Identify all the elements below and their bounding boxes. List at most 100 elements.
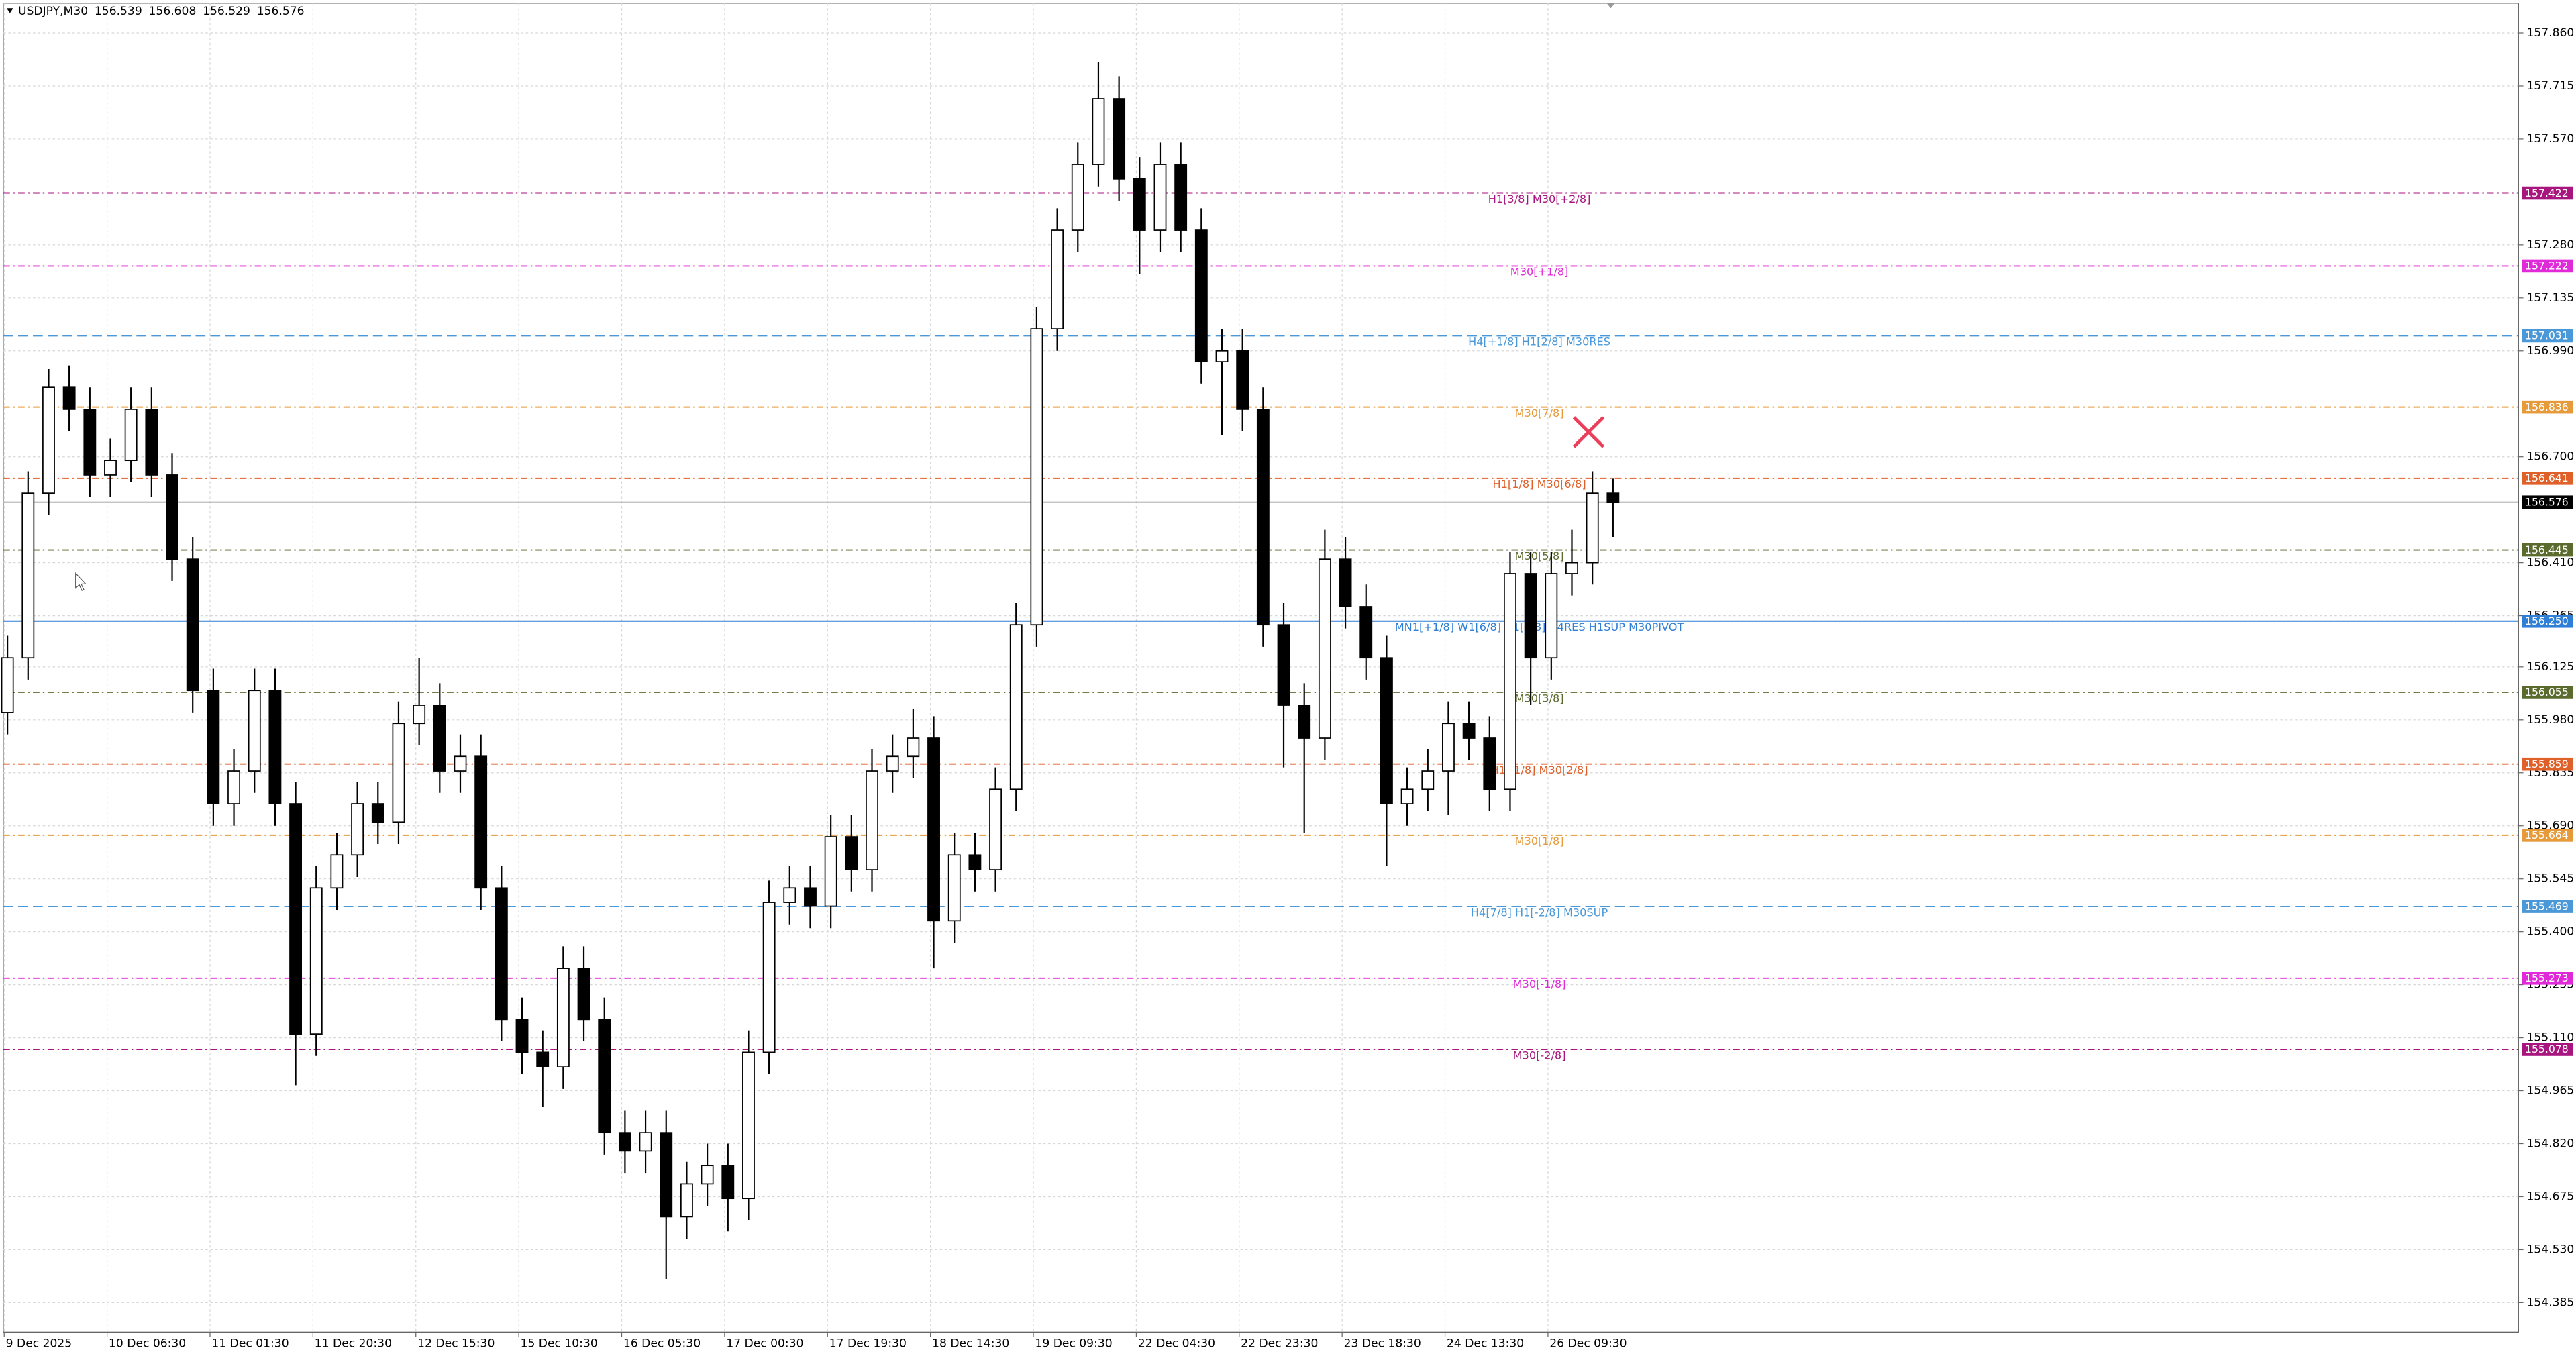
y-tick-label: 157.570 bbox=[2526, 132, 2574, 146]
plot-frame bbox=[3, 3, 2519, 1333]
x-tick-label: 18 Dec 14:30 bbox=[932, 1337, 1009, 1351]
candle-body bbox=[639, 1132, 652, 1152]
candle-body bbox=[660, 1132, 673, 1218]
y-tick-label: 155.110 bbox=[2526, 1031, 2574, 1045]
price-tag-label: 155.469 bbox=[2525, 900, 2569, 912]
price-tag bbox=[2522, 686, 2573, 699]
candle-body bbox=[1380, 657, 1393, 804]
y-tick-label: 154.965 bbox=[2526, 1084, 2574, 1098]
candle-body bbox=[309, 887, 323, 1035]
candle-body bbox=[392, 723, 405, 823]
x-tick-label: 11 Dec 20:30 bbox=[315, 1337, 392, 1351]
level-label: M30[7/8] bbox=[1515, 407, 1564, 419]
candle-body bbox=[1565, 562, 1578, 574]
candle-body bbox=[166, 474, 178, 560]
price-tag bbox=[2522, 472, 2573, 485]
y-tick-label: 156.125 bbox=[2526, 660, 2574, 674]
candle-body bbox=[742, 1051, 755, 1200]
candle-body bbox=[268, 690, 282, 804]
price-tag-label: 155.078 bbox=[2525, 1043, 2569, 1055]
y-tick-label: 157.135 bbox=[2526, 291, 2574, 305]
candle-body bbox=[618, 1132, 631, 1152]
candle-body bbox=[577, 968, 590, 1021]
quote-value: 156.576 bbox=[257, 5, 305, 18]
x-tick-label: 15 Dec 10:30 bbox=[521, 1337, 598, 1351]
candle-body bbox=[21, 492, 35, 659]
y-tick-label: 157.715 bbox=[2526, 79, 2574, 93]
y-tick-label: 155.545 bbox=[2526, 872, 2574, 886]
y-tick-label: 157.280 bbox=[2526, 238, 2574, 252]
x-tick-label: 17 Dec 19:30 bbox=[829, 1337, 907, 1351]
level-label: M30[-1/8] bbox=[1513, 978, 1566, 990]
candle-body bbox=[248, 690, 261, 772]
x-tick-label: 22 Dec 04:30 bbox=[1138, 1337, 1215, 1351]
candle-body bbox=[804, 887, 817, 907]
candle-body bbox=[515, 1019, 529, 1053]
candle-body bbox=[433, 705, 446, 772]
y-tick-label: 156.410 bbox=[2526, 556, 2574, 570]
price-tag-label: 156.055 bbox=[2525, 686, 2569, 698]
symbol-menu[interactable] bbox=[6, 8, 13, 13]
price-tag bbox=[2522, 543, 2573, 557]
price-tag-label: 155.273 bbox=[2525, 972, 2569, 984]
price-tag-label: 157.222 bbox=[2525, 260, 2569, 272]
y-tick-label: 157.860 bbox=[2526, 26, 2574, 40]
y-tick-label: 154.530 bbox=[2526, 1243, 2574, 1256]
candle-body bbox=[1030, 328, 1043, 626]
price-tag bbox=[2522, 900, 2573, 913]
candle-body bbox=[1421, 770, 1435, 790]
candle-body bbox=[598, 1019, 611, 1134]
price-tag bbox=[2522, 329, 2573, 343]
x-tick-label: 12 Dec 15:30 bbox=[417, 1337, 495, 1351]
candle-body bbox=[1586, 492, 1599, 564]
candle-body bbox=[907, 737, 920, 758]
candle-body bbox=[556, 968, 570, 1067]
candle-body bbox=[1153, 164, 1167, 231]
level-label: H1[3/8] M30[+2/8] bbox=[1488, 193, 1591, 205]
y-tick-label: 154.820 bbox=[2526, 1137, 2574, 1151]
x-tick-label: 19 Dec 09:30 bbox=[1035, 1337, 1112, 1351]
x-tick-label: 10 Dec 06:30 bbox=[109, 1337, 186, 1351]
candle-body bbox=[680, 1183, 693, 1218]
price-tag bbox=[2522, 400, 2573, 414]
candle-body bbox=[495, 887, 508, 1021]
price-tag-label: 156.445 bbox=[2525, 543, 2569, 556]
candle-body bbox=[701, 1165, 714, 1185]
candle-body bbox=[227, 770, 240, 804]
candle-body bbox=[1236, 350, 1249, 410]
price-tag-label: 156.641 bbox=[2525, 472, 2569, 484]
candle-body bbox=[145, 409, 158, 476]
candle-body bbox=[1215, 350, 1229, 362]
level-label: MN1[+1/8] W1[6/8] D1[4/8] H4RES H1SUP M3… bbox=[1395, 621, 1684, 633]
candle-body bbox=[1504, 573, 1516, 790]
price-tag bbox=[2522, 259, 2573, 273]
price-tag-label: 157.422 bbox=[2525, 187, 2569, 199]
candle-body bbox=[1277, 624, 1290, 706]
level-label: M30[3/8] bbox=[1515, 692, 1564, 705]
candle-body bbox=[413, 705, 426, 725]
y-tick-label: 155.400 bbox=[2526, 925, 2574, 939]
candle-body bbox=[371, 803, 384, 823]
y-tick-label: 156.990 bbox=[2526, 344, 2574, 358]
candle-body bbox=[42, 386, 55, 494]
candle-body bbox=[1359, 606, 1373, 659]
candle-body bbox=[1071, 164, 1084, 231]
candle-body bbox=[62, 386, 76, 410]
candle-body bbox=[124, 409, 138, 462]
y-tick-label: 154.385 bbox=[2526, 1296, 2574, 1309]
y-tick-label: 156.700 bbox=[2526, 450, 2574, 464]
candle-body bbox=[947, 854, 961, 922]
current-price-tag bbox=[2522, 495, 2573, 509]
candle-body bbox=[1, 657, 14, 713]
candles bbox=[1, 62, 1620, 1279]
x-tick-label: 22 Dec 23:30 bbox=[1241, 1337, 1318, 1351]
quote-value: 156.608 bbox=[149, 5, 197, 18]
candle-body bbox=[454, 755, 467, 772]
candle-body bbox=[289, 803, 303, 1035]
mouse-cursor bbox=[75, 572, 87, 591]
header: USDJPY,M30 156.539 156.608 156.529 156.576 bbox=[18, 5, 305, 18]
candle-body bbox=[207, 690, 220, 804]
x-tick-label: 11 Dec 01:30 bbox=[211, 1337, 289, 1351]
